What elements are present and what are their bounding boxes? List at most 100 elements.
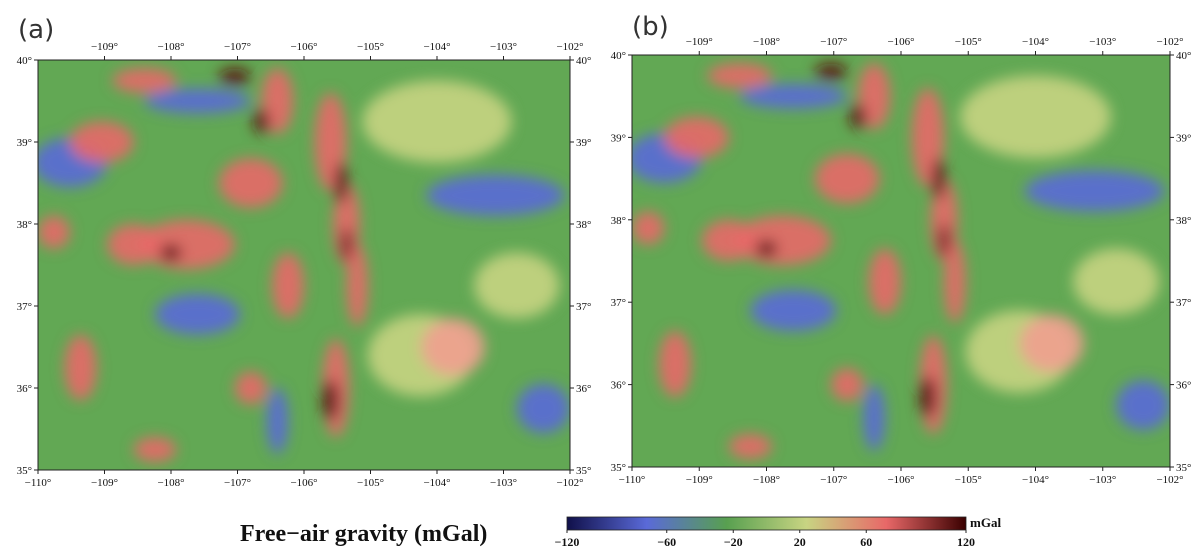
x-tick-label: −108° xyxy=(753,36,780,48)
x-tick-label: −103° xyxy=(490,41,517,53)
x-tick-label: −109° xyxy=(686,36,713,48)
anomaly xyxy=(1073,248,1160,315)
anomaly xyxy=(218,158,283,208)
colorbar-tick-label: −60 xyxy=(657,535,676,549)
x-tick-label: −108° xyxy=(753,474,780,486)
anomaly xyxy=(814,63,848,80)
x-tick-label: −109° xyxy=(91,477,118,489)
anomaly xyxy=(346,244,368,327)
x-tick-label: −104° xyxy=(1022,474,1049,486)
anomaly xyxy=(944,240,966,323)
y-tick-label: 36° xyxy=(1176,380,1191,392)
x-tick-label: −105° xyxy=(955,474,982,486)
y-tick-label: 37° xyxy=(576,301,591,313)
x-tick-label: −105° xyxy=(357,477,384,489)
anomaly xyxy=(919,376,936,418)
anomaly xyxy=(218,68,251,85)
anomaly xyxy=(160,244,182,261)
anomaly-field xyxy=(632,63,1170,459)
y-tick-label: 37° xyxy=(1176,297,1191,309)
anomaly xyxy=(322,379,339,421)
y-tick-label: 38° xyxy=(576,219,591,231)
y-tick-label: 37° xyxy=(611,297,626,309)
anomaly xyxy=(728,434,772,459)
anomaly xyxy=(664,116,729,158)
y-tick-label: 40° xyxy=(1176,50,1191,62)
x-tick-label: −107° xyxy=(820,474,847,486)
x-tick-label: −104° xyxy=(423,41,450,53)
x-tick-label: −104° xyxy=(423,477,450,489)
anomaly xyxy=(1024,170,1165,212)
anomaly xyxy=(814,153,880,204)
panel-label: (b) xyxy=(632,12,669,42)
anomaly xyxy=(474,252,560,319)
x-tick-label: −108° xyxy=(157,477,184,489)
x-tick-label: −106° xyxy=(290,41,317,53)
anomaly xyxy=(755,240,778,257)
anomaly xyxy=(857,63,891,130)
anomaly xyxy=(516,383,570,434)
anomaly xyxy=(739,83,848,109)
anomaly xyxy=(938,223,950,257)
x-tick-label: −102° xyxy=(1156,36,1183,48)
anomaly xyxy=(266,388,289,454)
anomaly xyxy=(112,68,177,93)
x-tick-label: −110° xyxy=(619,474,646,486)
y-tick-label: 37° xyxy=(17,301,32,313)
colorbar-tick-label: 20 xyxy=(794,535,806,549)
y-tick-label: 35° xyxy=(611,462,626,474)
y-tick-label: 38° xyxy=(17,219,32,231)
anomaly xyxy=(272,252,305,319)
x-tick-label: −106° xyxy=(290,477,317,489)
anomaly xyxy=(341,228,352,261)
anomaly xyxy=(849,104,867,130)
map-area xyxy=(632,55,1170,467)
anomaly xyxy=(144,88,251,114)
anomaly xyxy=(831,368,864,402)
y-tick-label: 35° xyxy=(576,465,591,477)
y-tick-label: 39° xyxy=(576,137,591,149)
y-tick-label: 40° xyxy=(611,50,626,62)
anomaly xyxy=(1019,314,1084,373)
x-tick-label: −109° xyxy=(91,41,118,53)
x-tick-label: −104° xyxy=(1022,36,1049,48)
y-tick-label: 36° xyxy=(576,383,591,395)
anomaly xyxy=(932,158,946,200)
anomaly xyxy=(421,318,485,376)
anomaly xyxy=(133,437,177,462)
anomaly xyxy=(930,178,958,261)
anomaly xyxy=(253,109,270,134)
y-tick-label: 40° xyxy=(576,55,591,67)
x-tick-label: −107° xyxy=(224,41,251,53)
anomaly xyxy=(234,371,267,405)
anomaly xyxy=(960,75,1111,158)
y-tick-label: 40° xyxy=(17,55,32,67)
y-tick-label: 35° xyxy=(17,465,32,477)
y-tick-label: 38° xyxy=(1176,215,1191,227)
x-tick-label: −110° xyxy=(25,477,52,489)
anomaly xyxy=(658,331,692,397)
anomaly xyxy=(1116,380,1170,430)
colorbar-tick-label: 60 xyxy=(860,535,872,549)
x-tick-label: −106° xyxy=(887,36,914,48)
anomaly xyxy=(750,289,837,332)
anomaly xyxy=(863,384,885,451)
y-tick-label: 36° xyxy=(17,383,32,395)
x-tick-label: −107° xyxy=(820,36,847,48)
anomaly-field xyxy=(38,68,570,462)
anomaly xyxy=(261,68,294,134)
x-tick-label: −107° xyxy=(224,477,251,489)
anomaly xyxy=(426,174,565,216)
anomaly xyxy=(38,215,70,249)
y-tick-label: 39° xyxy=(1176,132,1191,144)
map-area xyxy=(38,60,570,470)
panel-label: (a) xyxy=(18,15,54,45)
anomaly xyxy=(69,121,134,163)
anomaly xyxy=(334,162,348,204)
anomaly xyxy=(701,219,756,261)
x-tick-label: −108° xyxy=(157,41,184,53)
x-tick-label: −105° xyxy=(955,36,982,48)
colorbar-tick-label: 120 xyxy=(957,535,975,549)
colorbar-tick-label: −20 xyxy=(724,535,743,549)
